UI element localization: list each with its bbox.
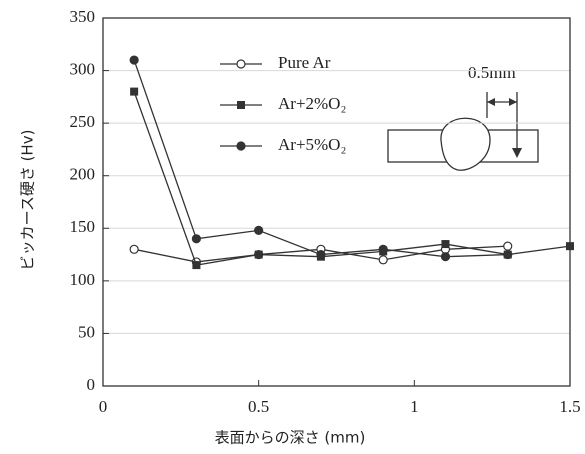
marker bbox=[130, 88, 138, 96]
legend-label: Pure Ar bbox=[278, 53, 331, 72]
y-tick-label: 50 bbox=[78, 322, 95, 341]
legend-marker bbox=[237, 101, 245, 109]
x-tick-label: 1 bbox=[410, 397, 419, 416]
marker bbox=[441, 253, 449, 261]
marker bbox=[566, 242, 574, 250]
chart: 0.5mm 表面からの深さ (mm) ビッカース硬さ (Hv) 0 50 100 15… bbox=[0, 0, 585, 454]
arrow-head bbox=[512, 148, 522, 158]
y-tick-label: 100 bbox=[70, 270, 96, 289]
y-tick-label: 250 bbox=[70, 112, 96, 131]
x-tick-label: 0 bbox=[99, 397, 108, 416]
marker bbox=[130, 56, 138, 64]
legend-marker bbox=[237, 142, 245, 150]
marker bbox=[504, 251, 512, 259]
marker bbox=[379, 256, 387, 264]
y-tick-label: 150 bbox=[70, 217, 96, 236]
legend-marker bbox=[237, 60, 245, 68]
y-axis-label: ビッカース硬さ (Hv) bbox=[19, 130, 37, 271]
marker bbox=[379, 245, 387, 253]
x-axis-label: 表面からの深さ (mm) bbox=[215, 429, 366, 447]
legend-label: Ar+2%O₂ bbox=[278, 94, 346, 113]
x-tick-label: 1.5 bbox=[559, 397, 580, 416]
marker bbox=[192, 261, 200, 269]
y-tick-label: 350 bbox=[70, 7, 96, 26]
annotation: 0.5mm bbox=[468, 63, 516, 82]
marker bbox=[130, 245, 138, 253]
y-tick-label: 0 bbox=[87, 375, 96, 394]
x-tick-label: 0.5 bbox=[248, 397, 269, 416]
legend-label: Ar+5%O₂ bbox=[278, 135, 346, 154]
y-tick-label: 300 bbox=[70, 59, 96, 78]
marker bbox=[192, 235, 200, 243]
y-tick-label: 200 bbox=[70, 165, 96, 184]
marker bbox=[317, 251, 325, 259]
marker bbox=[255, 226, 263, 234]
marker bbox=[504, 242, 512, 250]
marker bbox=[441, 240, 449, 248]
marker bbox=[255, 251, 263, 259]
